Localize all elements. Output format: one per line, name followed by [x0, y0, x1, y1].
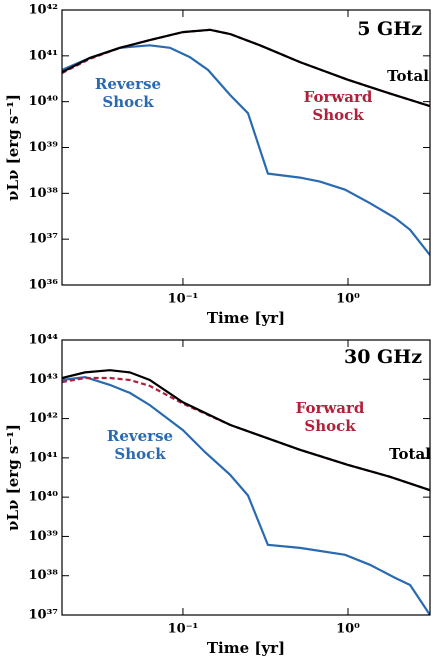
y-axis-label: νLν [erg s⁻¹] [4, 424, 22, 531]
x-tick-label: 10⁻¹ [168, 292, 199, 307]
series-label: Total [389, 445, 431, 463]
panel: 10³⁶ 10³⁷ 10³⁸ 10³⁹ 10⁴⁰ 10⁴¹ 10⁴² 10⁻¹ 10⁰ Rever… [4, 3, 431, 327]
series-label: Reverse Shock [95, 75, 161, 111]
panel: 10³⁷ 10³⁸ 10³⁹ 10⁴⁰ 10⁴¹ 10⁴² 10⁴³ 10⁴⁴ 10⁻¹ 10⁰ R… [4, 333, 431, 657]
series-label: Forward Shock [296, 399, 365, 435]
series-label: Total [387, 67, 429, 85]
plot-frame [61, 9, 431, 286]
y-tick-label: 10⁴³ [29, 372, 59, 387]
y-tick-label: 10³⁹ [29, 529, 59, 544]
y-tick-label: 10⁴¹ [29, 450, 58, 465]
y-tick-label: 10³⁷ [29, 608, 59, 623]
series-line [62, 369, 430, 492]
series-label: Forward Shock [304, 88, 373, 124]
x-tick-label: 10⁰ [336, 292, 360, 307]
y-axis-label: νLν [erg s⁻¹] [4, 94, 22, 201]
y-tick-label: 10⁴⁴ [29, 333, 59, 348]
y-tick-label: 10⁴¹ [29, 48, 58, 63]
x-tick-label: 10⁰ [336, 622, 360, 637]
series-label: Reverse Shock [107, 427, 173, 463]
x-axis-label: Time [yr] [207, 309, 285, 327]
chart-title: 30 GHz [344, 346, 422, 368]
y-tick-label: 10³⁶ [29, 278, 59, 293]
x-tick-label: 10⁻¹ [168, 622, 199, 637]
y-tick-label: 10³⁸ [29, 568, 59, 583]
series-line [62, 44, 430, 256]
plot-frame [61, 339, 431, 616]
y-tick-label: 10³⁷ [29, 232, 59, 247]
x-axis-label: Time [yr] [207, 639, 285, 657]
y-tick-label: 10⁴⁰ [29, 490, 59, 505]
y-tick-label: 10³⁹ [29, 140, 59, 155]
chart-title: 5 GHz [357, 18, 422, 40]
series-line [62, 375, 430, 615]
y-tick-label: 10³⁸ [29, 186, 59, 201]
y-tick-label: 10⁴⁰ [29, 94, 59, 109]
series-line [62, 28, 430, 108]
y-tick-label: 10⁴² [29, 3, 58, 18]
y-tick-label: 10⁴² [29, 411, 58, 426]
